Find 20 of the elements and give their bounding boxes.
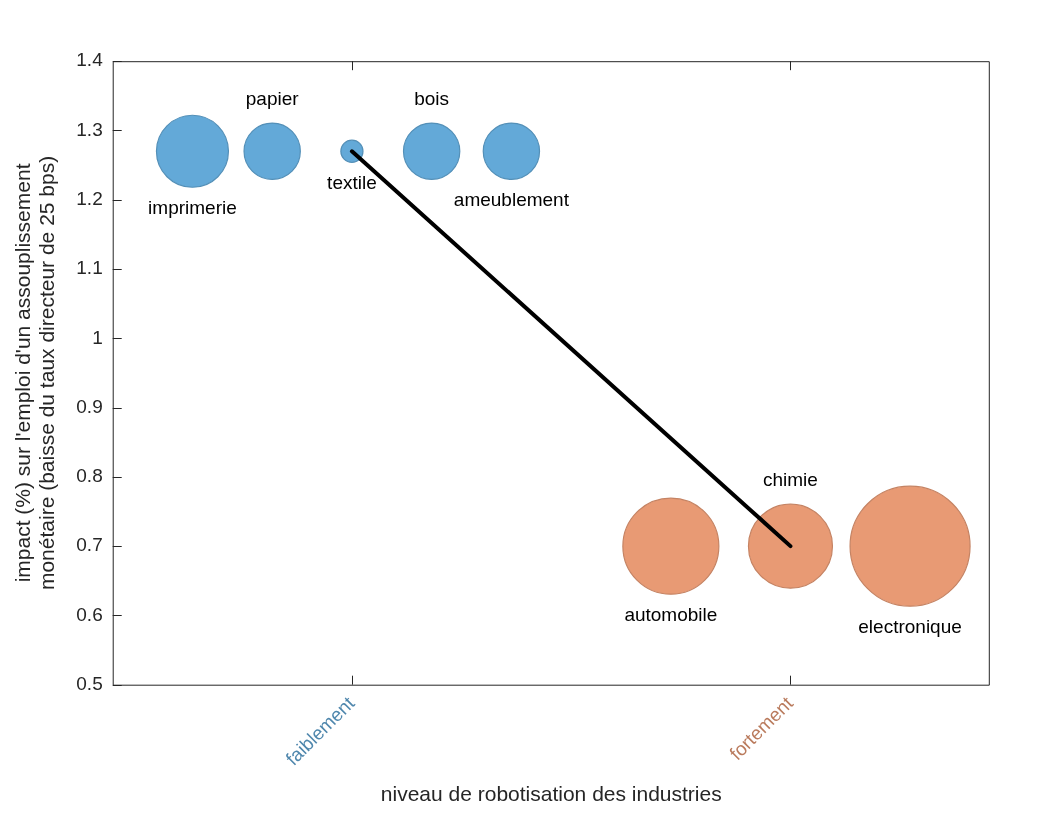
data-label: textile	[327, 172, 377, 194]
y-tick-label: 1.1	[76, 257, 103, 279]
y-tick-label: 1	[92, 326, 103, 348]
y-tick-label: 0.5	[76, 672, 103, 694]
y-tick-label: 1.2	[76, 187, 103, 209]
data-label: bois	[414, 87, 450, 109]
y-axis-title: impact (%) sur l'emploi d'un assouplissement monétaire (baisse du taux directeur de 25 bps)	[10, 155, 59, 591]
x-axis-title: niveau de robotisation des industries	[380, 782, 722, 806]
y-tick-label: 0.9	[76, 395, 103, 417]
y-tick-label: 0.8	[76, 465, 103, 487]
y-tick-label: 0.6	[76, 603, 103, 625]
data-label: chimie	[763, 468, 818, 490]
data-label: electronique	[858, 615, 962, 637]
data-label: papier	[245, 87, 300, 109]
y-tick-label: 1.4	[76, 49, 104, 71]
y-tick-label: 1.3	[76, 118, 103, 140]
data-label: imprimerie	[148, 196, 237, 218]
y-tick-label: 0.7	[76, 534, 103, 556]
data-label: ameublement	[453, 189, 570, 211]
data-label: automobile	[624, 603, 718, 625]
